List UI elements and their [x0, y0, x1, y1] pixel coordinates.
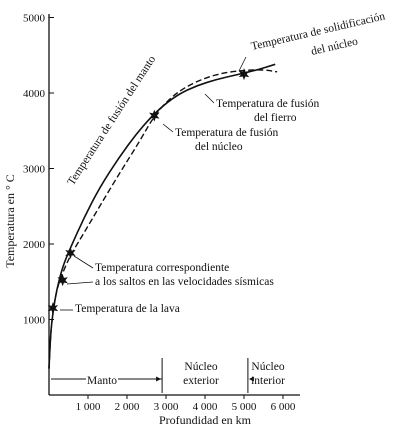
annotation-iron-melting-line2: del fierro — [254, 112, 297, 124]
leader-core-solidification — [238, 56, 247, 72]
region-outer-core-line1: Núcleo — [184, 361, 217, 373]
region-outer-core-line2: exterior — [183, 375, 219, 387]
data-point-star — [65, 247, 76, 260]
x-tick-label: 5 000 — [232, 401, 257, 413]
annotation-core-melting-line2: del núcleo — [195, 141, 243, 153]
region-arrow — [248, 376, 254, 382]
annotation-seismic-jumps-line2: a los saltos en las velocidades sísmicas — [95, 276, 274, 288]
data-point-star — [57, 274, 68, 287]
y-axis-title: Temperatura en ° C — [3, 174, 17, 268]
annotation-core-solidification-line2: del núcleo — [310, 35, 359, 57]
data-point-star — [149, 109, 160, 122]
region-group — [51, 358, 254, 393]
annotation-seismic-jumps-line1: Temperatura correspondiente — [95, 262, 229, 274]
region-mantle-label: Manto — [87, 375, 117, 387]
leader-seismic-2 — [66, 281, 94, 285]
y-tick-label: 1000 — [23, 315, 46, 327]
annotation-iron-melting: Temperatura de fusión del fierro — [216, 98, 320, 124]
y-tick-label: 5000 — [23, 13, 46, 25]
leader-seismic-1 — [73, 255, 94, 269]
annotation-lava: Temperatura de la lava — [75, 303, 180, 315]
annotation-seismic-jumps: Temperatura correspondiente a los saltos… — [95, 262, 274, 288]
data-point-star — [47, 302, 59, 315]
region-arrow — [156, 376, 162, 382]
marker-group — [47, 68, 250, 315]
region-inner-core-line1: Núcleo — [251, 361, 284, 373]
y-tick-label: 2000 — [23, 239, 46, 251]
x-tick-label: 2 000 — [115, 401, 140, 413]
x-tick-label: 1 000 — [76, 401, 101, 413]
region-inner-core-line2: interior — [251, 375, 285, 387]
x-tick-label: 3 000 — [154, 401, 179, 413]
leader-core-melting — [162, 123, 174, 133]
tick-group: 1000 2000 3000 4000 5000 1 000 2 000 3 000 4 000… — [23, 13, 296, 414]
x-tick-label: 4 000 — [193, 401, 218, 413]
x-tick-label: 6 000 — [271, 401, 296, 413]
y-tick-label: 4000 — [23, 88, 46, 100]
data-point-star — [238, 68, 250, 81]
leader-iron-melting — [204, 93, 215, 104]
annotation-core-solidification: Temperatura de solidificación del núcleo — [250, 10, 387, 58]
core-temperature-curve — [48, 69, 278, 369]
y-tick-label: 3000 — [23, 164, 46, 176]
annotation-core-melting-line1: Temperatura de fusión — [175, 127, 279, 139]
annotation-iron-melting-line1: Temperatura de fusión — [216, 98, 320, 110]
annotation-core-melting: Temperatura de fusión del núcleo — [175, 127, 279, 153]
x-axis-title: Profundidad en km — [159, 413, 252, 427]
